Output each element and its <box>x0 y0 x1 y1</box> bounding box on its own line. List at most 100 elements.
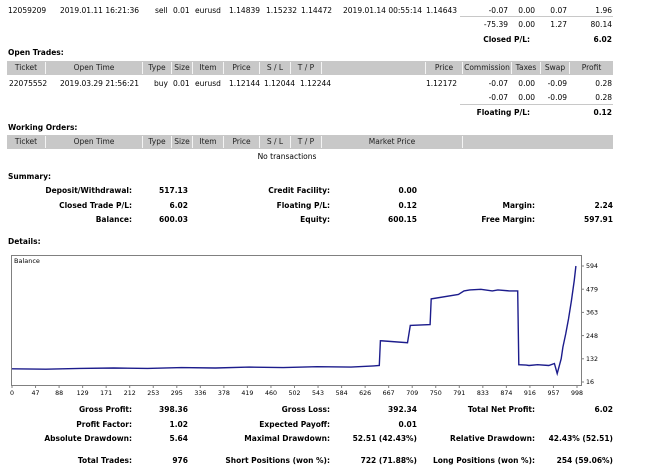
total-trades-value: 976 <box>172 456 188 465</box>
taxes-total: 0.00 <box>518 93 535 102</box>
x-tick-label: 709 <box>406 390 418 397</box>
size-cell: 0.01 <box>173 79 190 88</box>
col-swap: Swap <box>544 63 566 72</box>
no-transactions-text: No transactions <box>257 152 317 161</box>
y-tick-label: 363 <box>586 310 598 317</box>
profit-factor-label: Profit Factor: <box>76 420 132 429</box>
credit-label: Credit Facility: <box>268 186 330 195</box>
col-sl: S / L <box>266 137 284 146</box>
x-tick-label: 212 <box>124 390 136 397</box>
x-tick-label: 336 <box>194 390 206 397</box>
commission-cell: -0.07 <box>488 6 508 15</box>
deposit-value: 517.13 <box>159 186 188 195</box>
y-tick-label: 132 <box>586 356 598 363</box>
closed-pl-value: 6.02 <box>593 35 612 44</box>
y-tick-label: 248 <box>586 333 598 340</box>
x-tick-label: 791 <box>453 390 465 397</box>
total-trades-label: Total Trades: <box>77 456 132 465</box>
legend-balance: Balance <box>14 257 40 265</box>
relative-drawdown-value: 42.43% (52.51) <box>548 434 613 443</box>
maximal-drawdown-value: 52.51 (42.43%) <box>352 434 417 443</box>
price-cell: 1.14839 <box>229 6 261 15</box>
working-orders-title: Working Orders: <box>8 123 78 132</box>
y-tick-label: 16 <box>586 379 594 386</box>
x-tick-label: 998 <box>571 390 583 397</box>
closed-trade-pl-value: 6.02 <box>169 201 188 210</box>
margin-value: 2.24 <box>594 201 613 210</box>
col-type: Type <box>148 63 166 72</box>
x-tick-label: 543 <box>312 390 324 397</box>
equity-label: Equity: <box>300 215 330 224</box>
balance-series-line <box>11 265 577 377</box>
balance-label: Balance: <box>95 215 132 224</box>
profit-cell: 0.28 <box>595 79 612 88</box>
floating-pl-value: 0.12 <box>593 108 612 117</box>
col-size: Size <box>174 137 190 146</box>
absolute-drawdown-value: 5.64 <box>169 434 188 443</box>
x-tick-label: 502 <box>288 390 300 397</box>
item-cell: eurusd <box>195 79 221 88</box>
commission-total: -75.39 <box>483 20 508 29</box>
col-size: Size <box>174 63 190 72</box>
x-tick-label: 295 <box>171 390 183 397</box>
y-tick-label: 479 <box>586 286 598 293</box>
x-tick-label: 171 <box>100 390 112 397</box>
summary-title: Summary: <box>8 172 52 181</box>
short-positions-label: Short Positions (won %): <box>225 456 330 465</box>
col-profit: Profit <box>581 63 602 72</box>
expected-payoff-value: 0.01 <box>398 420 417 429</box>
x-tick-label: 253 <box>147 390 159 397</box>
plot-area <box>11 255 582 386</box>
swap-cell: -0.09 <box>547 79 567 88</box>
swap-cell: 0.07 <box>550 6 567 15</box>
close-time-cell: 2019.01.14 00:55:14 <box>343 6 423 15</box>
x-tick-label: 129 <box>77 390 89 397</box>
ticket-cell: 22075552 <box>9 79 48 88</box>
tp-cell: 1.12244 <box>300 79 332 88</box>
type-cell: buy <box>154 79 168 88</box>
gross-profit-value: 398.36 <box>159 405 188 414</box>
balance-value: 600.03 <box>159 215 188 224</box>
x-tick-label: 874 <box>500 390 512 397</box>
col-open-time: Open Time <box>73 63 115 72</box>
type-cell: sell <box>155 6 168 15</box>
commission-total: -0.07 <box>488 93 508 102</box>
x-tick-label: 0 <box>10 390 14 397</box>
col-tp: T / P <box>297 137 315 146</box>
x-tick-label: 667 <box>383 390 395 397</box>
short-positions-value: 722 (71.88%) <box>360 456 417 465</box>
x-tick-label: 88 <box>55 390 63 397</box>
x-tick-label: 460 <box>265 390 277 397</box>
price-cell: 1.12144 <box>229 79 261 88</box>
x-tick-label: 750 <box>430 390 442 397</box>
taxes-total: 0.00 <box>518 20 535 29</box>
x-tick-label: 957 <box>547 390 559 397</box>
free-margin-value: 597.91 <box>584 215 613 224</box>
open-trades-header: Ticket Open Time Type Size Item Price S … <box>7 61 613 75</box>
tp-cell: 1.14472 <box>301 6 333 15</box>
col-price: Price <box>232 63 251 72</box>
swap-total: -0.09 <box>547 93 567 102</box>
col-type: Type <box>148 137 166 146</box>
closed-trade-pl-label: Closed Trade P/L: <box>59 201 132 210</box>
swap-total: 1.27 <box>550 20 567 29</box>
profit-total: 0.28 <box>595 93 612 102</box>
col-ticket: Ticket <box>14 137 38 146</box>
col-commission: Commission <box>464 63 510 72</box>
x-tick-label: 47 <box>32 390 40 397</box>
ticket-cell: 12059209 <box>8 6 47 15</box>
floating-pl-label: Floating P/L: <box>476 108 530 117</box>
profit-cell: 1.96 <box>595 6 612 15</box>
divider <box>460 16 613 17</box>
absolute-drawdown-label: Absolute Drawdown: <box>44 434 132 443</box>
gross-profit-label: Gross Profit: <box>78 405 132 414</box>
divider <box>460 104 613 105</box>
open-trades-title: Open Trades: <box>8 48 64 57</box>
total-net-profit-value: 6.02 <box>594 405 613 414</box>
col-market-price: Price <box>434 63 454 72</box>
credit-value: 0.00 <box>398 186 417 195</box>
balance-chart: Balance 0 47 88 129 171 212 253 295 336 378 419 460… <box>10 255 598 397</box>
col-item: Item <box>199 63 217 72</box>
details-title: Details: <box>8 237 41 246</box>
gross-loss-value: 392.34 <box>388 405 417 414</box>
